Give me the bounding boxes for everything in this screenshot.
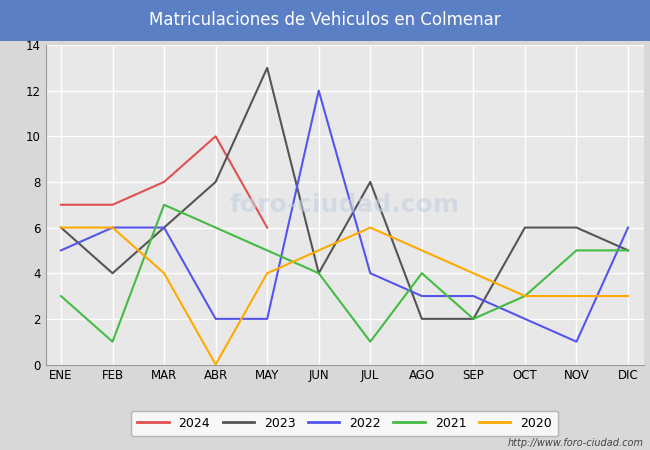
Legend: 2024, 2023, 2022, 2021, 2020: 2024, 2023, 2022, 2021, 2020 (131, 410, 558, 436)
Text: foro-ciudad.com: foro-ciudad.com (229, 193, 460, 217)
Text: http://www.foro-ciudad.com: http://www.foro-ciudad.com (508, 438, 644, 448)
Text: Matriculaciones de Vehiculos en Colmenar: Matriculaciones de Vehiculos en Colmenar (150, 11, 500, 29)
